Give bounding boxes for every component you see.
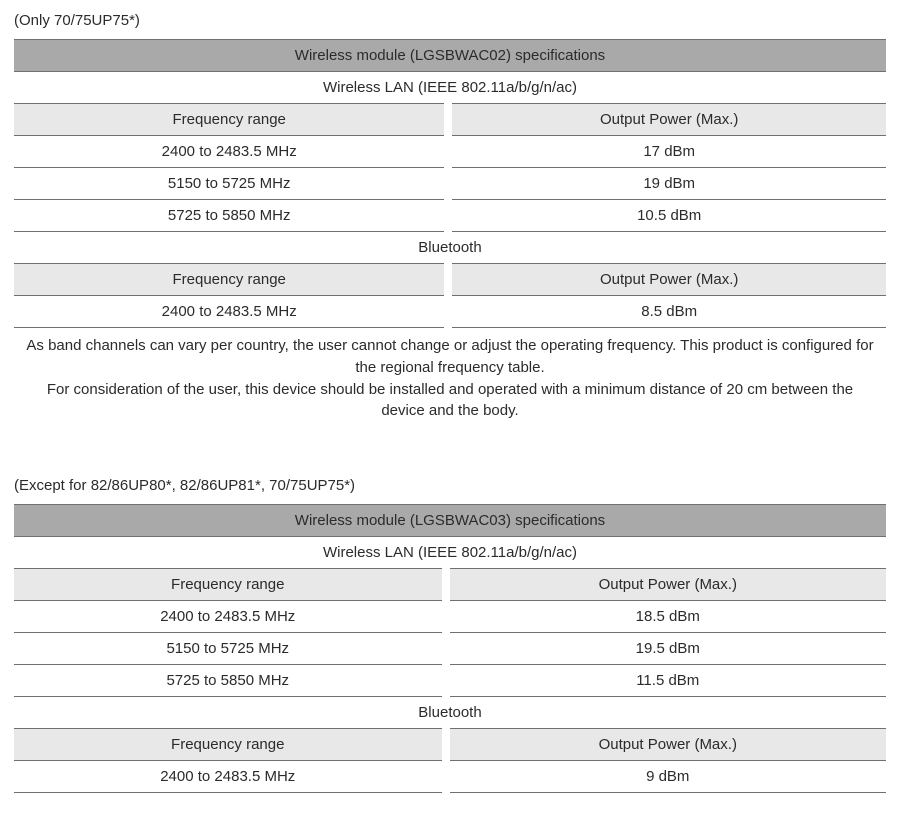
footnote-line: As band channels can vary per country, t… bbox=[26, 337, 873, 376]
table1-footnote: As band channels can vary per country, t… bbox=[14, 328, 886, 430]
spec-table-1: Wireless module (LGSBWAC02) specificatio… bbox=[14, 39, 886, 429]
table-cell: 10.5 dBm bbox=[448, 200, 886, 232]
table-cell: 11.5 dBm bbox=[446, 665, 886, 697]
table-cell: 5150 to 5725 MHz bbox=[14, 168, 448, 200]
table2-bt-col-freq: Frequency range bbox=[14, 729, 446, 761]
table-cell: 2400 to 2483.5 MHz bbox=[14, 296, 448, 328]
table-cell: 18.5 dBm bbox=[446, 601, 886, 633]
table1-bt-section: Bluetooth bbox=[14, 232, 886, 264]
table2-wlan-section: Wireless LAN (IEEE 802.11a/b/g/n/ac) bbox=[14, 537, 886, 569]
table-cell: 5150 to 5725 MHz bbox=[14, 633, 446, 665]
table1-bt-col-freq: Frequency range bbox=[14, 264, 448, 296]
table-cell: 17 dBm bbox=[448, 136, 886, 168]
table-cell: 19 dBm bbox=[448, 168, 886, 200]
table-cell: 9 dBm bbox=[446, 761, 886, 793]
table-cell: 5725 to 5850 MHz bbox=[14, 665, 446, 697]
footnote-line: For consideration of the user, this devi… bbox=[47, 381, 853, 420]
table1-wlan-col-freq: Frequency range bbox=[14, 104, 448, 136]
spec-table-2: Wireless module (LGSBWAC03) specificatio… bbox=[14, 504, 886, 793]
table-cell: 19.5 dBm bbox=[446, 633, 886, 665]
table2-title: Wireless module (LGSBWAC03) specificatio… bbox=[14, 505, 886, 537]
table2-bt-section: Bluetooth bbox=[14, 697, 886, 729]
table-cell: 8.5 dBm bbox=[448, 296, 886, 328]
table-cell: 5725 to 5850 MHz bbox=[14, 200, 448, 232]
table-cell: 2400 to 2483.5 MHz bbox=[14, 136, 448, 168]
table1-wlan-section: Wireless LAN (IEEE 802.11a/b/g/n/ac) bbox=[14, 72, 886, 104]
table2-pre-note: (Except for 82/86UP80*, 82/86UP81*, 70/7… bbox=[14, 477, 886, 494]
table2-bt-col-power: Output Power (Max.) bbox=[446, 729, 886, 761]
table2-wlan-col-freq: Frequency range bbox=[14, 569, 446, 601]
table1-wlan-col-power: Output Power (Max.) bbox=[448, 104, 886, 136]
table2-wlan-col-power: Output Power (Max.) bbox=[446, 569, 886, 601]
table-cell: 2400 to 2483.5 MHz bbox=[14, 601, 446, 633]
table-cell: 2400 to 2483.5 MHz bbox=[14, 761, 446, 793]
table1-title: Wireless module (LGSBWAC02) specificatio… bbox=[14, 40, 886, 72]
table1-pre-note: (Only 70/75UP75*) bbox=[14, 12, 886, 29]
table1-bt-col-power: Output Power (Max.) bbox=[448, 264, 886, 296]
